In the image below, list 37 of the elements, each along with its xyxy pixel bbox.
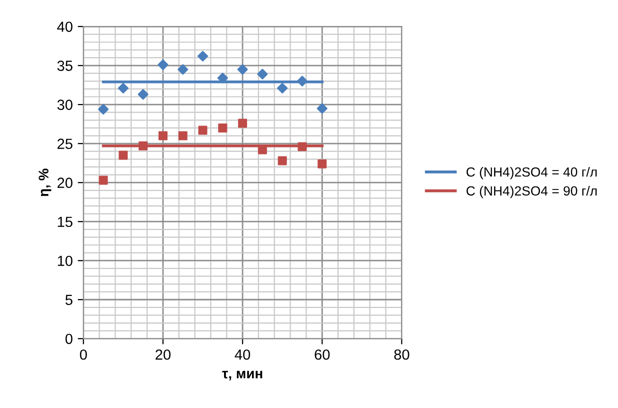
- y-tick-label: 30: [57, 100, 72, 110]
- point: [198, 126, 208, 135]
- point: [118, 150, 128, 160]
- point: [98, 176, 108, 185]
- x-tick-label: 0: [80, 349, 87, 360]
- point: [277, 82, 288, 94]
- point: [138, 89, 148, 100]
- x-tick-label: 80: [394, 349, 410, 360]
- point: [118, 82, 129, 94]
- point: [218, 123, 228, 132]
- point: [257, 68, 268, 80]
- point: [158, 59, 168, 70]
- y-tick-label: 15: [58, 216, 72, 228]
- x-tick-label: 40: [234, 349, 250, 360]
- point: [278, 156, 287, 166]
- point: [318, 159, 327, 168]
- legend-label: C (NH4)2SO4 = 90 г/л: [466, 186, 597, 198]
- x-axis-title: τ, мин: [222, 370, 262, 380]
- x-tick-label: 60: [314, 349, 330, 360]
- point: [316, 103, 328, 114]
- y-tick-label: 0: [65, 334, 72, 344]
- point: [158, 131, 168, 140]
- y-axis-title: η, %: [38, 168, 52, 196]
- point: [178, 131, 188, 140]
- y-tick-label: 25: [58, 138, 72, 149]
- y-tick-label: 35: [57, 60, 72, 71]
- point: [238, 118, 248, 128]
- y-tick-label: 20: [58, 178, 72, 188]
- point: [178, 64, 188, 75]
- point: [197, 50, 208, 62]
- y-tick-label: 40: [57, 22, 72, 32]
- point: [237, 64, 248, 75]
- legend-label: C (NH4)2SO4 = 40 г/л: [466, 166, 597, 180]
- point: [98, 104, 109, 115]
- y-tick-label: 5: [65, 294, 72, 306]
- y-tick-label: 10: [58, 256, 72, 266]
- x-tick-label: 20: [156, 349, 171, 360]
